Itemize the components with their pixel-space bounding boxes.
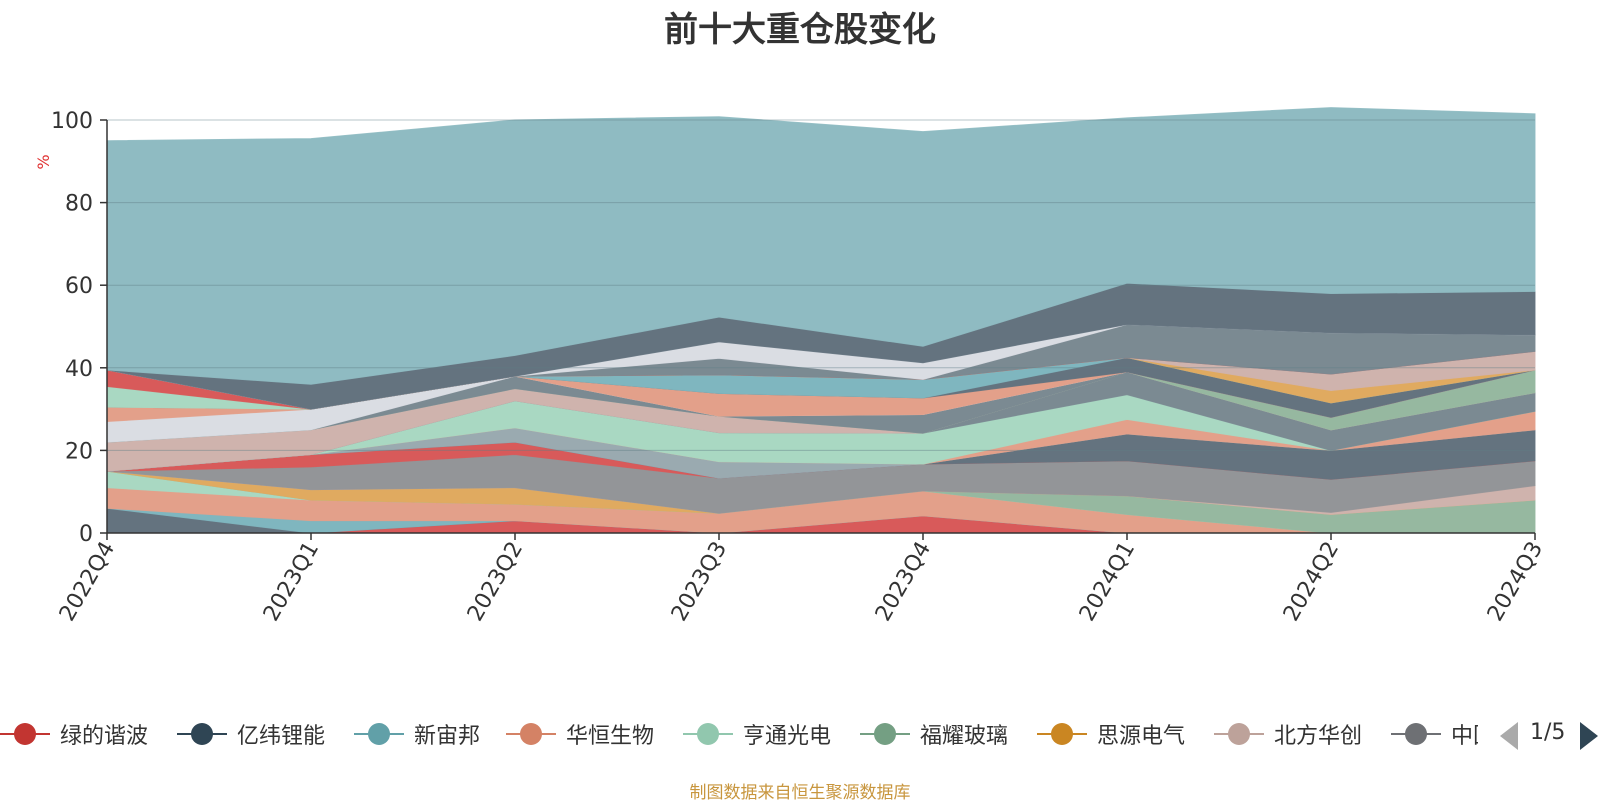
x-tick-label-2024Q3: 2024Q3	[1483, 538, 1548, 626]
legend-marker-icon	[1214, 722, 1264, 746]
legend-label: 北方华创	[1274, 724, 1363, 749]
legend-item-3[interactable]: 华恒生物	[506, 712, 654, 756]
x-tick-label-2023Q4: 2023Q4	[871, 538, 936, 626]
legend-label: 思源电气	[1097, 724, 1186, 749]
legend-item-5[interactable]: 福耀玻璃	[860, 712, 1008, 756]
legend-marker-icon	[506, 722, 556, 746]
legend-marker-icon	[177, 722, 227, 746]
x-tick-label-2023Q1: 2023Q1	[259, 538, 324, 626]
legend-next-arrow-icon[interactable]	[1580, 722, 1598, 750]
y-tick-label-100: 100	[51, 109, 93, 134]
legend-item-6[interactable]: 思源电气	[1037, 712, 1185, 756]
legend-page-indicator: 1/5	[1530, 720, 1566, 745]
legend-label: 亿纬锂能	[237, 724, 326, 749]
x-tick-label-2024Q1: 2024Q1	[1075, 538, 1140, 626]
x-tick-label-2022Q4: 2022Q4	[55, 538, 120, 626]
legend-label: 绿的谐波	[60, 724, 149, 749]
chart-title: 前十大重仓股变化	[664, 10, 936, 50]
y-tick-label-20: 20	[65, 439, 93, 464]
legend-label: 福耀玻璃	[920, 724, 1009, 749]
y-tick-label-0: 0	[79, 522, 93, 547]
area-series-29	[106, 107, 1536, 385]
legend-label: 中国巨石	[1451, 724, 1478, 749]
x-tick-label-2024Q2: 2024Q2	[1279, 538, 1344, 626]
legend-pager: 1/5	[1500, 718, 1600, 754]
legend-marker-icon	[860, 722, 910, 746]
grid-lines	[107, 119, 1535, 451]
legend-label: 新宙邦	[414, 724, 481, 749]
legend-marker-icon	[354, 722, 404, 746]
y-tick-label-40: 40	[65, 357, 93, 382]
legend-item-1[interactable]: 亿纬锂能	[177, 712, 325, 756]
legend-marker-icon	[1391, 722, 1441, 746]
legend: 绿的谐波 亿纬锂能 新宙邦 华恒生物 亨通光电 福耀玻璃 思源电气 北方华创 中国巨石	[0, 712, 1478, 756]
legend-item-8[interactable]: 中国巨石	[1391, 712, 1478, 756]
data-source-note: 制图数据来自恒生聚源数据库	[689, 783, 911, 803]
legend-marker-icon	[683, 722, 733, 746]
x-tick-label-2023Q3: 2023Q3	[667, 538, 732, 626]
legend-label: 亨通光电	[743, 724, 832, 749]
legend-item-7[interactable]: 北方华创	[1214, 712, 1362, 756]
legend-item-2[interactable]: 新宙邦	[354, 712, 480, 756]
y-tick-label-80: 80	[65, 192, 93, 217]
legend-item-0[interactable]: 绿的谐波	[0, 712, 148, 756]
legend-marker-icon	[1037, 722, 1087, 746]
area-layers	[106, 107, 1536, 534]
legend-label: 华恒生物	[566, 724, 655, 749]
x-tick-label-2023Q2: 2023Q2	[463, 538, 528, 626]
legend-item-4[interactable]: 亨通光电	[683, 712, 831, 756]
legend-prev-arrow-icon[interactable]	[1500, 722, 1518, 750]
y-tick-label-60: 60	[65, 274, 93, 299]
legend-marker-icon	[0, 722, 50, 746]
y-axis-label: %	[34, 154, 53, 169]
